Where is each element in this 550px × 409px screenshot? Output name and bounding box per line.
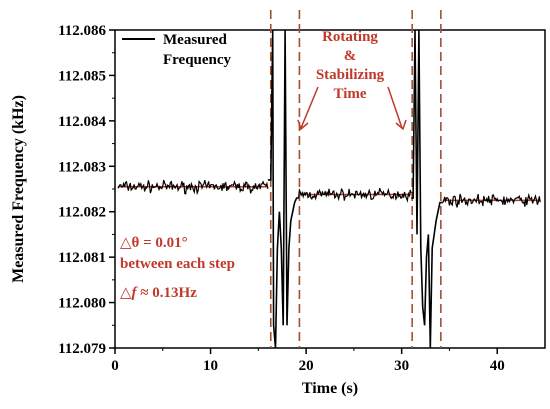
y-tick-label: 112.083 (58, 159, 106, 175)
y-axis-label: Measured Frequency (kHz) (10, 95, 27, 283)
annotation-delta-f: △f ≈ 0.13Hz (120, 285, 197, 301)
annotation-between-steps: between each step (120, 256, 235, 272)
measured-segment (442, 192, 541, 208)
y-axis-ticks: 112.079 112.080 112.081 112.082 112.083 112.0… (58, 23, 115, 357)
transient-spike (267, 29, 299, 349)
y-tick-label: 112.086 (58, 23, 106, 39)
measured-segment (117, 179, 269, 196)
x-tick-label: 10 (203, 358, 218, 374)
x-tick-label: 0 (111, 358, 119, 374)
legend-label-line2: Frequency (163, 52, 232, 68)
annotation-rotating-line4: Time (333, 86, 366, 102)
legend: Measured Frequency (122, 32, 232, 68)
arrow-right (387, 86, 407, 131)
annotation-rotating-line2: & (344, 48, 357, 64)
legend-label-line1: Measured (163, 32, 228, 48)
y-tick-label: 112.082 (58, 205, 106, 221)
measured-segment (297, 187, 412, 203)
measured-series (117, 29, 541, 349)
annotation-delta-theta: △θ = 0.01° (120, 235, 188, 251)
y-tick-label: 112.080 (58, 296, 106, 312)
x-tick-label: 30 (394, 358, 409, 374)
transient-spike (411, 29, 443, 349)
y-tick-label: 112.079 (58, 341, 106, 357)
rotating-annotation: Rotating & Stabilizing Time (297, 29, 407, 131)
arrow-left (297, 86, 319, 131)
x-tick-label: 40 (490, 358, 505, 374)
x-axis-label: Time (s) (302, 380, 358, 397)
y-tick-label: 112.084 (58, 114, 106, 130)
y-tick-label: 112.081 (58, 250, 106, 266)
annotation-rotating-line3: Stabilizing (316, 67, 385, 83)
x-tick-label: 20 (299, 358, 314, 374)
x-axis-ticks: 0 10 20 30 40 (111, 348, 505, 374)
annotation-rotating-line1: Rotating (322, 29, 378, 45)
y-tick-label: 112.085 (58, 68, 106, 84)
